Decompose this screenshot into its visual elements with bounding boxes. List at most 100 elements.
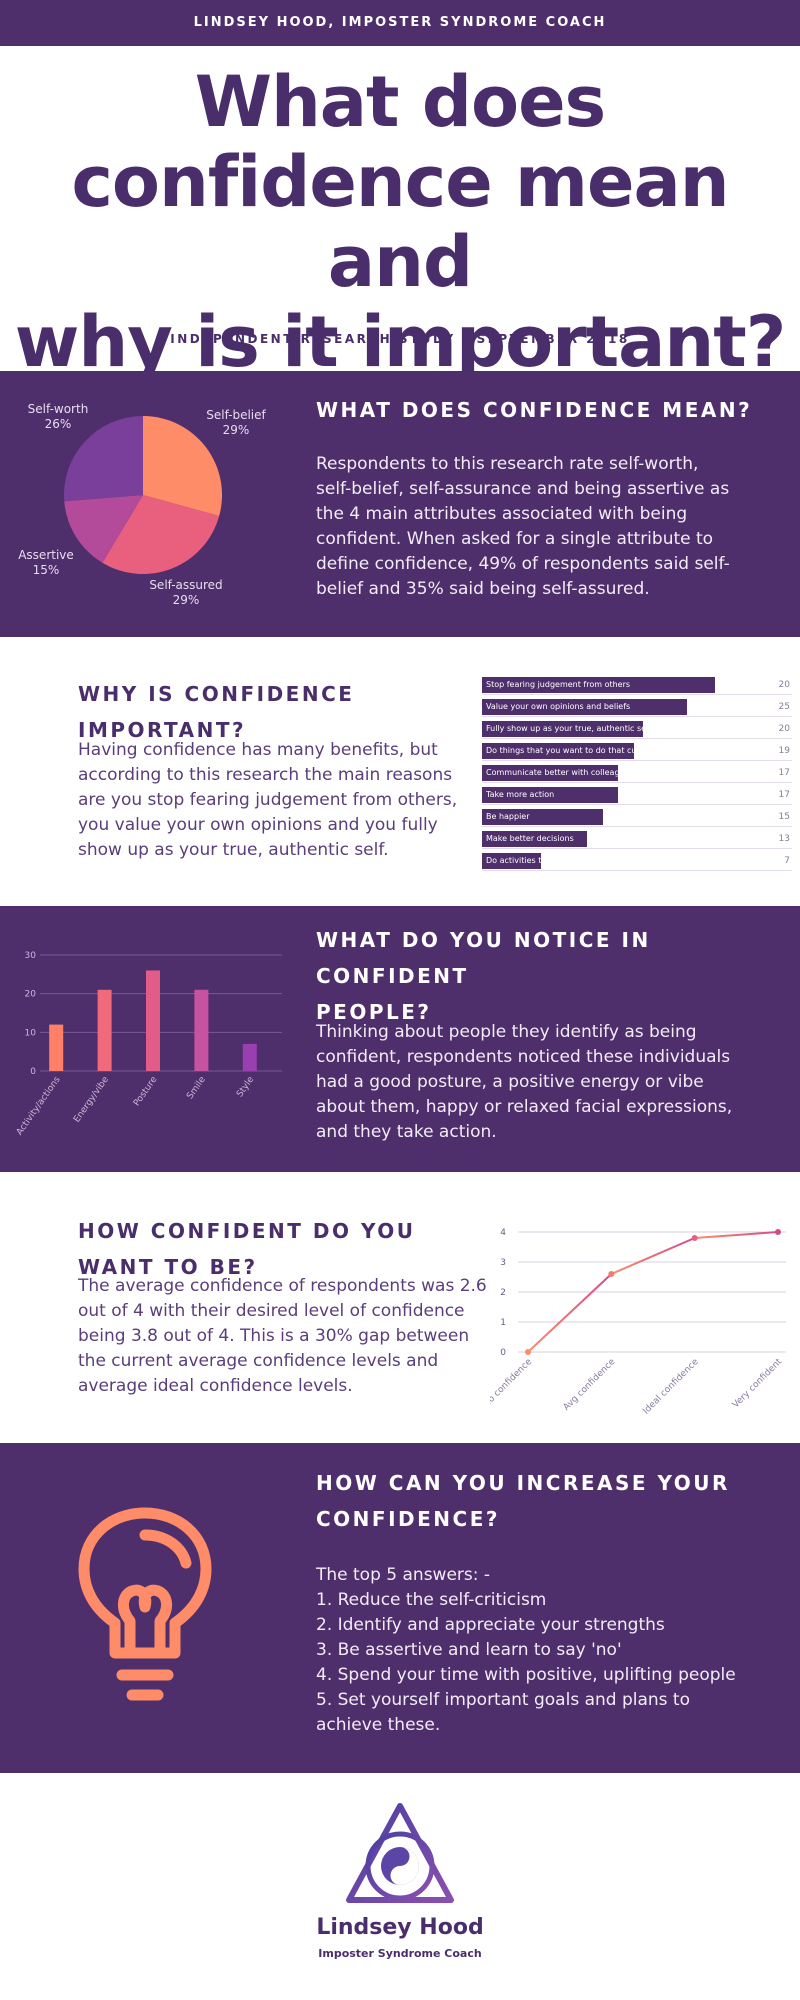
page-title: What does confidence mean and why is it … [0, 62, 800, 382]
line-segment [527, 1273, 613, 1353]
section-heading-meaning: WHAT DOES CONFIDENCE MEAN? [316, 398, 753, 422]
pie-chart: Self-belief29%Self-assured29%Assertive15… [18, 402, 266, 607]
hbar-value: 20 [778, 680, 790, 690]
hbar-fill [482, 765, 619, 781]
section-text-meaning: Respondents to this research rate self-w… [316, 454, 730, 599]
pie-slice [102, 495, 220, 574]
hbar-label: Value your own opinions and beliefs [486, 702, 631, 711]
data-point [691, 1235, 698, 1241]
y-tick-label: 4 [500, 1228, 506, 1238]
bar [194, 989, 209, 1071]
line-chart: 0 1 2 3 4 No confidence Avg confidence Ideal co… [490, 1228, 786, 1417]
title-line: confidence mean and [71, 141, 729, 303]
list-item: The top 5 answers: - [316, 1565, 491, 1585]
hbar-value: 19 [778, 746, 790, 756]
hbar-label: Make better decisions [486, 834, 574, 843]
study-subtitle: INDEPENDENT RESEARCH STUDY - SEPTEMBER 2… [170, 332, 630, 346]
y-tick-label: 0 [30, 1067, 36, 1077]
horizontal-bar-chart: Stop fearing judgement from others 20 Valu… [482, 675, 792, 873]
hbar-row: Take more action 17 [482, 785, 792, 805]
hbar-value: 7 [784, 856, 790, 866]
hbar-label: Stop fearing judgement from others [486, 680, 631, 689]
hbar-value: 20 [778, 724, 790, 734]
heading-line: PEOPLE? [316, 1000, 432, 1024]
y-tick-label: 30 [25, 951, 37, 961]
hbar-value: 15 [778, 812, 790, 822]
section-heading-increase: HOW CAN YOU INCREASE YOUR CONFIDENCE? [316, 1465, 776, 1537]
x-tick-label: Very confident [731, 1357, 785, 1411]
hbar-fill [482, 831, 588, 847]
hbar-row: Do things that you want to do that curre… [482, 741, 792, 761]
pie-category-label: Self-belief [206, 408, 266, 422]
tips-list: The top 5 answers: - 1. Reduce the self-… [316, 1563, 756, 1738]
section-heading-notice: WHAT DO YOU NOTICE IN CONFIDENT PEOPLE? [316, 922, 776, 1030]
y-tick-label: 1 [500, 1318, 506, 1328]
pie-slice [64, 495, 143, 563]
bar [242, 1043, 257, 1071]
footer-tagline: Imposter Syndrome Coach [318, 1947, 482, 1960]
hbar-fill [482, 809, 603, 825]
y-tick-label: 10 [25, 1028, 37, 1038]
bar [146, 970, 160, 1071]
list-item: 5. Set yourself important goals and plan… [316, 1690, 690, 1735]
pie-value-label: 15% [33, 563, 60, 577]
pie-value-label: 29% [173, 593, 200, 607]
section-text-desire: The average confidence of respondents wa… [78, 1276, 487, 1396]
hbar-label: Fully show up as your true, authentic se… [486, 724, 652, 733]
hbar-row: Do activities that you love 7 [482, 851, 792, 871]
data-point [525, 1349, 531, 1355]
y-tick-label: 3 [500, 1258, 506, 1268]
bar [49, 1024, 64, 1071]
hbar-label: Do activities that you love [486, 856, 592, 865]
section-heading-desire: HOW CONFIDENT DO YOU WANT TO BE? [78, 1219, 416, 1279]
hbar-row: Be happier 15 [482, 807, 792, 827]
y-tick-label: 2 [500, 1288, 506, 1298]
pie-category-label: Assertive [18, 548, 74, 562]
heading-line: HOW CAN YOU INCREASE YOUR [316, 1471, 730, 1495]
lightbulb-icon [78, 1507, 212, 1701]
section-notice [0, 906, 800, 1172]
x-tick-label: Smile [185, 1075, 208, 1102]
hbar-label: Do things that you want to do that curre… [486, 746, 705, 755]
line-segment [610, 1237, 696, 1275]
hbar-fill [482, 721, 644, 737]
list-item: 2. Identify and appreciate your strength… [316, 1615, 665, 1635]
list-item: 3. Be assertive and learn to say 'no' [316, 1640, 622, 1660]
section-text-notice: Thinking about people they identify as b… [316, 1022, 733, 1142]
x-tick-label: Style [235, 1075, 256, 1100]
hbar-row: Fully show up as your true, authentic se… [482, 719, 792, 739]
x-tick-label: No confidence [490, 1357, 534, 1410]
data-point [608, 1271, 615, 1277]
line-segment [694, 1231, 779, 1239]
hbar-fill [482, 699, 687, 715]
hbar-label: Take more action [486, 790, 555, 799]
x-tick-label: Energy/vibe [72, 1075, 111, 1125]
pie-slice [64, 416, 143, 502]
footer-name: Lindsey Hood [316, 1915, 484, 1940]
hbar-row: Value your own opinions and beliefs 25 [482, 697, 792, 717]
section-text-importance: Having confidence has many benefits, but… [78, 740, 458, 860]
x-tick-label: Ideal confidence [641, 1357, 701, 1417]
x-tick-label: Avg confidence [562, 1357, 618, 1413]
bar [97, 989, 112, 1071]
pie-category-label: Self-assured [149, 578, 222, 592]
list-item: 1. Reduce the self-criticism [316, 1590, 547, 1610]
x-tick-label: Posture [132, 1075, 160, 1109]
list-item: 4. Spend your time with positive, uplift… [316, 1665, 736, 1685]
section-increase [0, 1443, 800, 1773]
y-tick-label: 20 [25, 990, 37, 1000]
title-line: What does [194, 61, 606, 143]
vertical-bar-chart: 0 10 20 30 Activity/actions Energy/vibe Postur… [15, 951, 282, 1137]
y-tick-label: 0 [500, 1348, 506, 1358]
hbar-fill [482, 853, 541, 869]
hbar-label: Be happier [486, 812, 530, 821]
hbar-value: 17 [778, 768, 790, 778]
data-point [775, 1229, 781, 1235]
hbar-row: Make better decisions 13 [482, 829, 792, 849]
triangle-yin-yang-logo [346, 1803, 454, 1903]
top-banner: LINDSEY HOOD, IMPOSTER SYNDROME COACH [0, 0, 800, 46]
heading-line: WHAT DO YOU NOTICE IN CONFIDENT [316, 928, 651, 988]
title-line: why is it important? [14, 301, 787, 383]
section-heading-importance: WHY IS CONFIDENCE IMPORTANT? [78, 682, 355, 742]
pie-value-label: 26% [45, 417, 72, 431]
